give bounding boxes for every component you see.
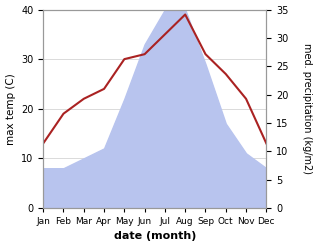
X-axis label: date (month): date (month) — [114, 231, 196, 242]
Y-axis label: max temp (C): max temp (C) — [5, 73, 16, 144]
Y-axis label: med. precipitation (kg/m2): med. precipitation (kg/m2) — [302, 43, 313, 174]
